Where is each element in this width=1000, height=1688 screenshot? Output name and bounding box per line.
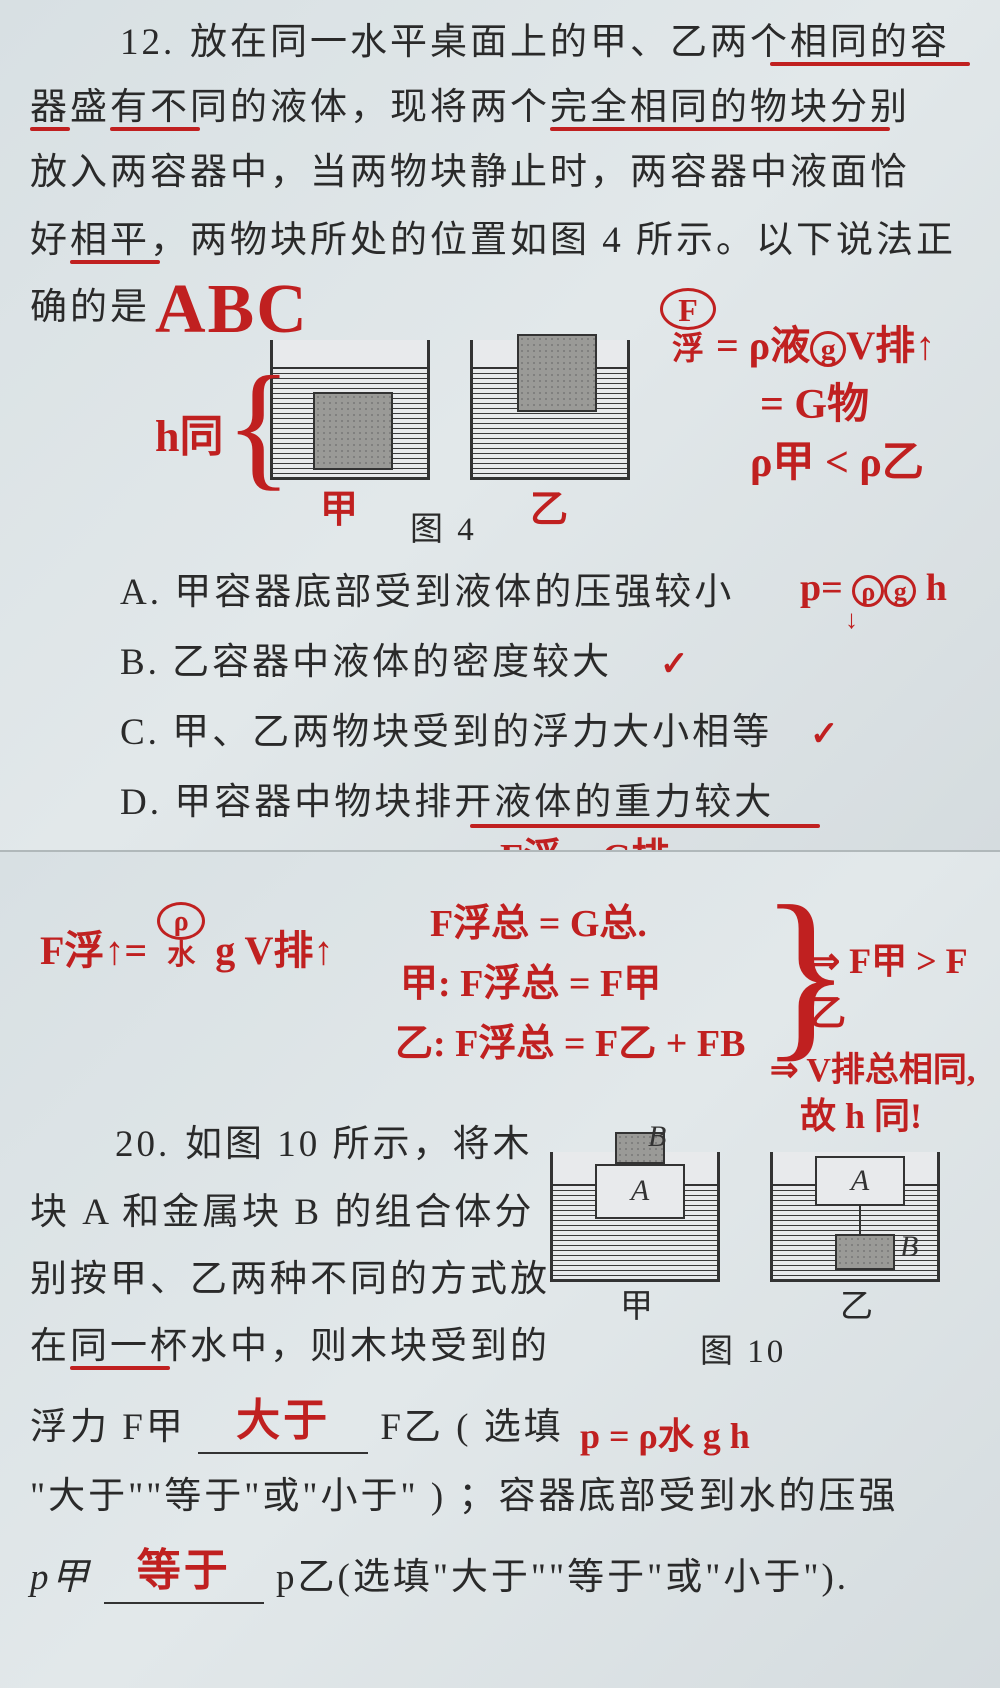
underline-xiangping (70, 260, 160, 264)
beaker-jia (270, 340, 430, 480)
underline-xiangtong (770, 62, 970, 66)
q20-line2: 块 A 和金属块 B 的组合体分 (30, 1190, 534, 1236)
fig10-yi-label: 乙 (840, 1287, 876, 1328)
handwritten-r2: 甲: F浮总 = F甲 (400, 952, 661, 1007)
rho-part: = ρ液 (716, 323, 810, 368)
q12-optD: D. 甲容器中物块排开液体的重力较大 (120, 780, 774, 826)
handwritten-h-same: h同 (155, 400, 223, 464)
handwritten-left-formula: F浮↑= ρ水 g V排↑ (40, 902, 333, 976)
block-A-jia: A (595, 1164, 685, 1219)
brace-hsame: { (225, 370, 292, 482)
q20-line5: 浮力 F甲 大于 F乙 ( 选填 (30, 1397, 564, 1454)
circled-g: g (810, 331, 846, 367)
handwritten-ans2: 等于 (137, 1546, 231, 1595)
handwritten-r4: ⇒ F甲 > F乙 (810, 932, 1000, 1036)
q12-line2: 器盛有不同的液体，现将两个完全相同的物块分别 (30, 85, 980, 131)
label-B-yi: B (900, 1228, 921, 1266)
q20-number: 20. (115, 1122, 170, 1168)
question-12-region: 12. 放在同一水平桌面上的甲、乙两个相同的容 器盛有不同的液体，现将两个完全相… (0, 0, 1000, 850)
handwritten-p-formula-20: p = ρ水 g h (580, 1407, 750, 1459)
q12-line3: 放入两容器中，当两物块静止时，两容器中液面恰 (30, 150, 980, 196)
q20-line7-post: p乙(选填"大于""等于"或"小于"). (276, 1557, 849, 1598)
q20-p-jia: p甲 (30, 1557, 92, 1598)
checkmark-c: ✓ (810, 714, 839, 754)
fig10-jia-label: 甲 (620, 1287, 656, 1328)
beaker20-jia: A (550, 1152, 720, 1282)
underline-tongyi (70, 1366, 170, 1370)
question-20-region: F浮↑= ρ水 g V排↑ F浮总 = G总. 甲: F浮总 = F甲 乙: F… (0, 850, 1000, 1688)
v-part: V排 (846, 323, 915, 368)
q12-line1: 放在同一水平桌面上的甲、乙两个相同的容 (190, 20, 980, 66)
fig4-yi-label: 乙 (530, 478, 568, 533)
q12-optB: B. 乙容器中液体的密度较大 (120, 640, 612, 686)
block-jia (313, 392, 393, 470)
beaker-yi (470, 340, 630, 480)
handwritten-p-formula: p= ρg h (800, 566, 947, 610)
arrow-up-icon: ↑ (915, 323, 935, 368)
q20-line3: 别按甲、乙两种不同的方式放 (30, 1257, 550, 1303)
blank-1: 大于 (198, 1397, 368, 1454)
q20-line7: p甲 等于 p乙(选填"大于""等于"或"小于"). (30, 1547, 849, 1604)
q12-number: 12. (120, 20, 175, 66)
arrow-down-icon: ↓ (845, 605, 858, 635)
block-yi (517, 334, 597, 412)
q20-line6: "大于""等于"或"小于" ) ；容器底部受到水的压强 (30, 1474, 980, 1520)
fig4-caption: 图 4 (410, 510, 477, 551)
handwritten-eq-G: = G物 (760, 370, 869, 431)
underline-qi (30, 127, 70, 131)
handwritten-r3: 乙: F浮总 = F乙 + FB (395, 1012, 745, 1067)
handwritten-answer-abc: ABC (155, 270, 309, 350)
handwritten-r5: ⇒ V排总相同, (770, 1042, 975, 1091)
circled-rho: ρ (852, 575, 884, 607)
block-B-yi (835, 1234, 895, 1270)
underline-butong (110, 127, 200, 131)
handwritten-ans1: 大于 (236, 1396, 330, 1445)
q20-line5-pre: 浮力 F甲 (30, 1407, 186, 1448)
handwritten-r6: 故 h 同! (800, 1087, 922, 1139)
q20-line4: 在同一杯水中，则木块受到的 (30, 1324, 550, 1370)
label-B-jia: B (648, 1118, 669, 1156)
block-A-yi: A (815, 1156, 905, 1206)
circled-rhoshui: ρ水 (157, 902, 205, 940)
circled-F: F浮 (660, 288, 716, 330)
handwritten-r1: F浮总 = G总. (430, 892, 647, 947)
handwritten-formula-buoyancy: F浮= ρ液gV排↑ (660, 288, 935, 371)
q20-line1: 如图 10 所示，将木 (185, 1122, 533, 1168)
q20-line5-post: F乙 ( 选填 (380, 1407, 563, 1448)
fig4-jia-label: 甲 (320, 478, 358, 533)
fig10-caption: 图 10 (700, 1332, 786, 1373)
q12-line4: 好相平，两物块所处的位置如图 4 所示。以下说法正 (30, 218, 980, 264)
blank-2: 等于 (104, 1547, 264, 1604)
checkmark-b: ✓ (660, 644, 689, 684)
string-connector (859, 1204, 861, 1236)
handwritten-rho-comparison: ρ甲 < ρ乙 (750, 428, 924, 489)
circled-g2: g (884, 575, 916, 607)
underline-xiangtongwukuai (550, 127, 890, 131)
q12-optC: C. 甲、乙两物块受到的浮力大小相等 (120, 710, 772, 756)
q12-optA: A. 甲容器底部受到液体的压强较小 (120, 570, 734, 616)
